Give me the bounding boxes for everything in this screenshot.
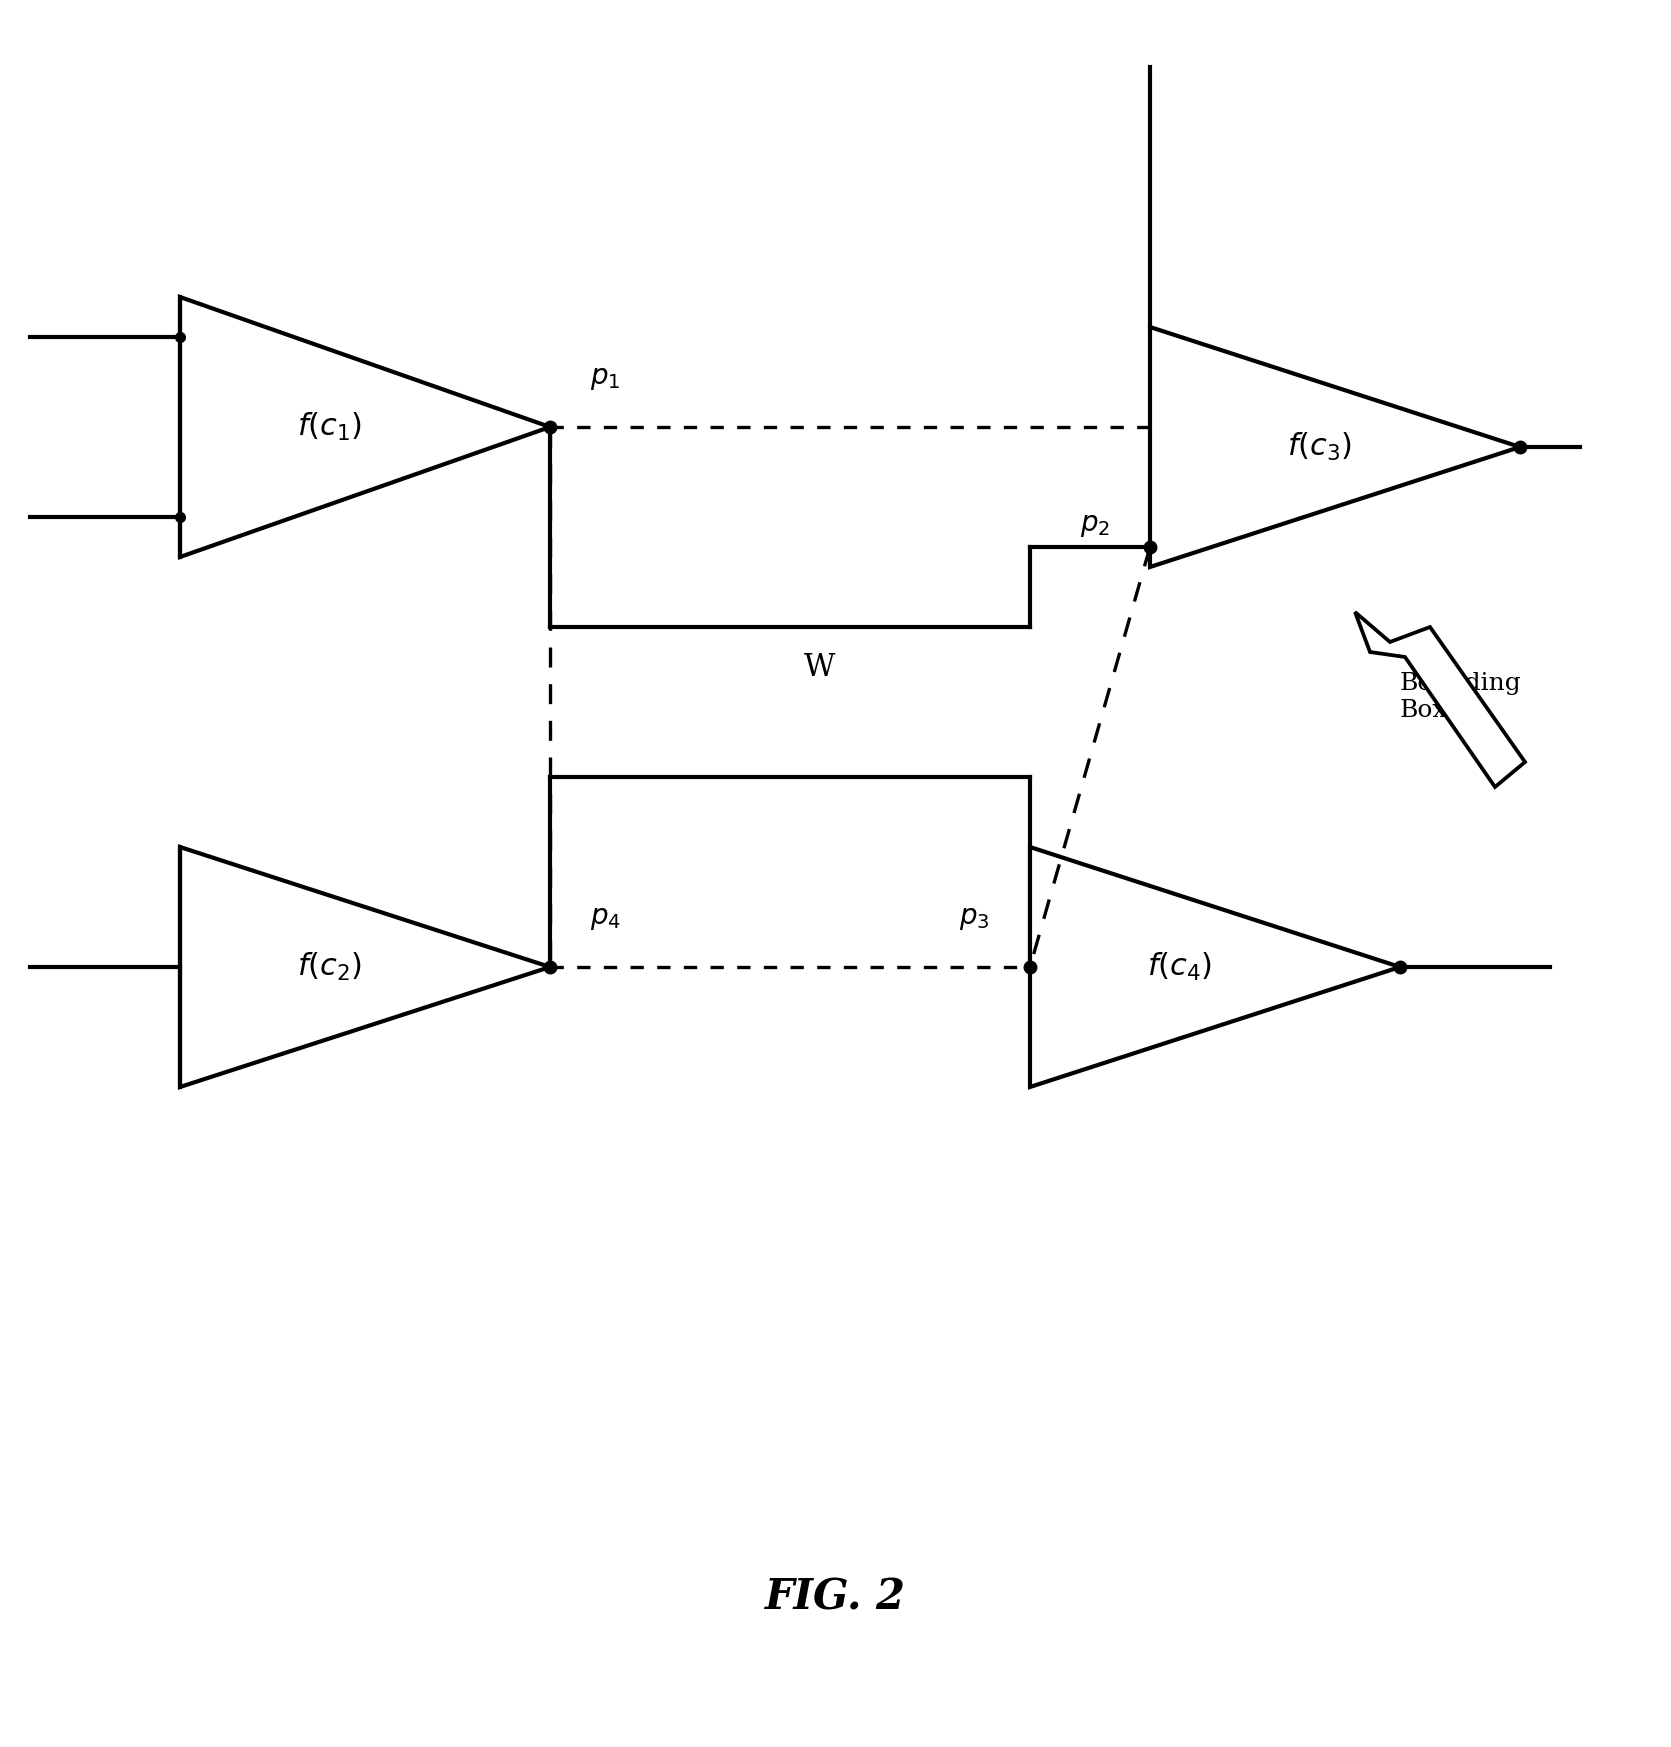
Polygon shape — [180, 847, 550, 1087]
Text: $f(c_2)$: $f(c_2)$ — [297, 950, 363, 984]
Text: $f(c_4)$: $f(c_4)$ — [1148, 950, 1213, 984]
Text: W: W — [804, 652, 836, 683]
Text: $p_2$: $p_2$ — [1079, 512, 1110, 540]
Text: Bounding
Box: Bounding Box — [1400, 673, 1522, 722]
Text: FIG. 2: FIG. 2 — [765, 1576, 906, 1618]
Polygon shape — [1150, 327, 1521, 568]
Text: $p_1$: $p_1$ — [590, 365, 620, 391]
Polygon shape — [180, 297, 550, 557]
Text: $p_4$: $p_4$ — [590, 905, 622, 931]
Polygon shape — [1355, 611, 1526, 786]
Polygon shape — [1029, 847, 1400, 1087]
Text: $f(c_1)$: $f(c_1)$ — [297, 411, 363, 444]
Text: $p_3$: $p_3$ — [959, 905, 989, 931]
Text: $f(c_3)$: $f(c_3)$ — [1287, 432, 1352, 463]
